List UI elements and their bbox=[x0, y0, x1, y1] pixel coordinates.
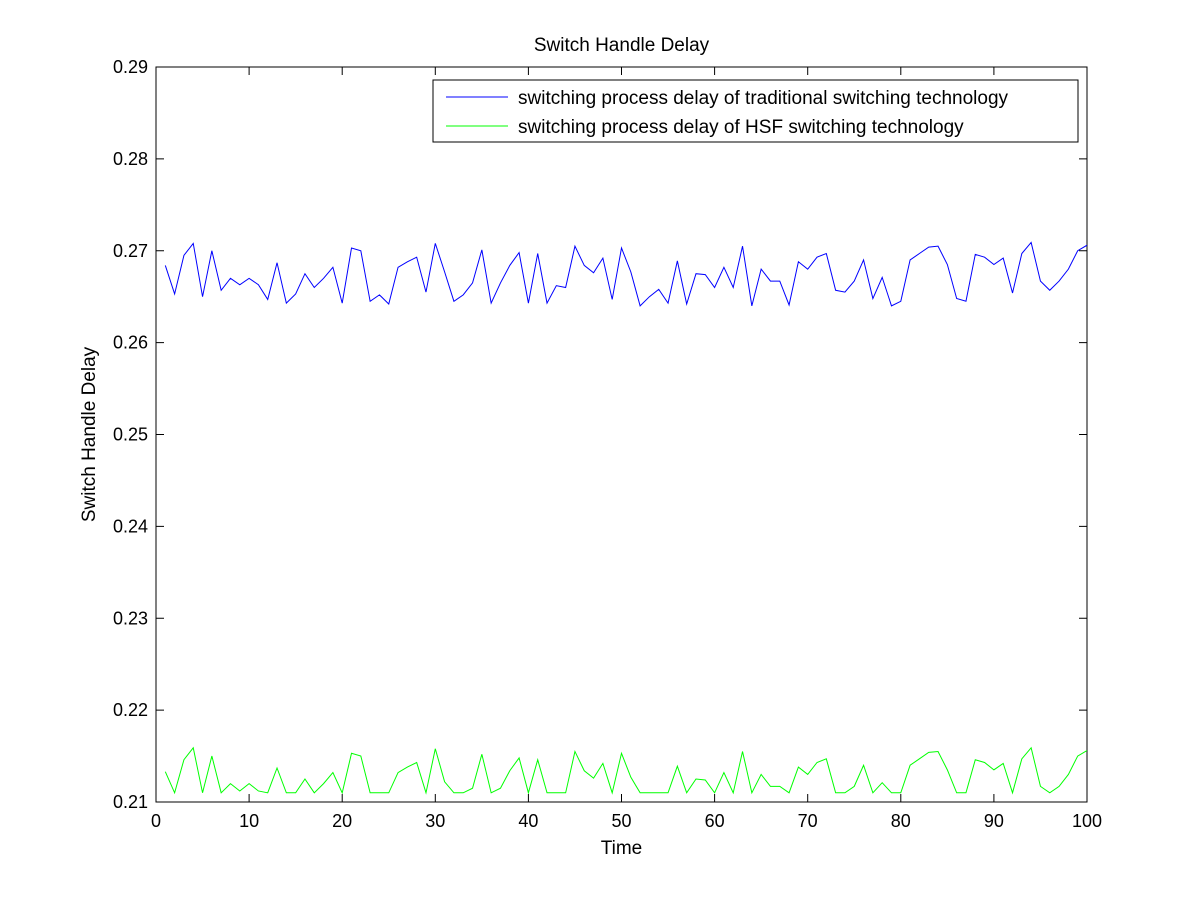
x-tick-label: 100 bbox=[1072, 811, 1102, 831]
legend-box bbox=[432, 79, 1079, 143]
y-tick-label: 0.23 bbox=[113, 608, 148, 628]
tick-layer: 0 10 20 30 40 50 60 70 80 90 100 0.21 0.22 0.23 0.24 0.… bbox=[113, 57, 1102, 831]
y-tick-label: 0.27 bbox=[113, 241, 148, 261]
y-tick-label: 0.25 bbox=[113, 425, 148, 445]
y-tick-label: 0.26 bbox=[113, 333, 148, 353]
series-line-traditional bbox=[164, 241, 1087, 307]
x-tick-label: 90 bbox=[984, 811, 1004, 831]
y-tick-label: 0.21 bbox=[113, 792, 148, 812]
y-tick-label: 0.24 bbox=[113, 516, 148, 536]
series-layer bbox=[164, 241, 1087, 795]
y-axis-title: Switch Handle Delay bbox=[79, 346, 100, 522]
y-tick-label: 0.28 bbox=[113, 149, 148, 169]
legend-label-traditional: switching process delay of traditional s… bbox=[518, 88, 1009, 109]
x-tick-label: 30 bbox=[425, 811, 445, 831]
plot-area bbox=[155, 66, 1088, 803]
x-tick-label: 10 bbox=[239, 811, 259, 831]
y-tick-label: 0.22 bbox=[113, 700, 148, 720]
x-tick-label: 40 bbox=[518, 811, 538, 831]
legend-label-hsf: switching process delay of HSF switching… bbox=[518, 117, 964, 138]
x-tick-label: 20 bbox=[332, 811, 352, 831]
series-line-hsf bbox=[164, 746, 1087, 795]
chart-title: Switch Handle Delay bbox=[534, 35, 710, 56]
x-tick-label: 60 bbox=[705, 811, 725, 831]
x-tick-label: 70 bbox=[798, 811, 818, 831]
x-tick-label: 50 bbox=[611, 811, 631, 831]
legend: switching process delay of traditional s… bbox=[432, 79, 1079, 143]
x-tick-label: 80 bbox=[891, 811, 911, 831]
x-axis-title: Time bbox=[601, 838, 643, 859]
x-tick-label: 0 bbox=[151, 811, 161, 831]
y-tick-label: 0.29 bbox=[113, 57, 148, 77]
